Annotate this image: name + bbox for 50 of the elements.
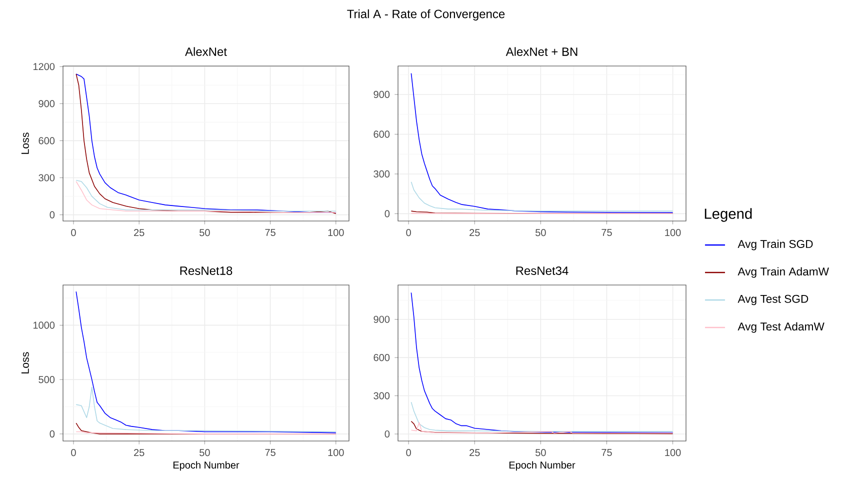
y-tick-label: 900 [38, 100, 55, 108]
y-tick-label: 900 [374, 316, 390, 323]
x-axis-title: Epoch Number [173, 461, 240, 471]
x-tick-label: 0 [406, 229, 411, 236]
y-tick-label: 600 [38, 137, 55, 144]
legend-title: Legend [704, 208, 752, 222]
x-tick-label: 100 [665, 229, 681, 236]
x-tick-label: 25 [134, 229, 144, 236]
x-tick-label: 50 [200, 449, 210, 456]
text: Trial A - Rate of Convergence [347, 9, 505, 21]
x-tick-label: 100 [328, 229, 344, 236]
y-tick-label: 1200 [33, 63, 55, 70]
y-tick-label: 300 [38, 174, 55, 182]
chart-title: AlexNet [185, 47, 227, 56]
chart-title: ResNet18 [180, 266, 232, 275]
legend-label: Avg Train SGD [738, 240, 813, 250]
y-tick-label: 0 [50, 430, 55, 438]
y-axis-title: Loss [21, 352, 29, 374]
x-tick-label: 100 [665, 449, 681, 456]
x-tick-label: 50 [536, 449, 546, 456]
y-axis-title: Loss [21, 132, 29, 154]
x-tick-label: 0 [406, 449, 411, 456]
x-tick-label: 25 [470, 229, 480, 236]
y-tick-label: 0 [50, 211, 55, 218]
y-tick-label: 300 [374, 170, 390, 178]
x-tick-label: 75 [265, 449, 276, 456]
x-tick-label: 75 [602, 229, 612, 236]
y-tick-label: 0 [384, 210, 390, 218]
x-tick-label: 25 [134, 449, 144, 456]
y-tick-label: 300 [374, 392, 390, 400]
x-tick-label: 50 [200, 229, 210, 236]
y-tick-label: 0 [384, 430, 390, 438]
x-tick-label: 100 [328, 449, 344, 456]
x-tick-label: 50 [536, 229, 546, 236]
x-tick-label: 25 [470, 449, 480, 456]
legend-label: Avg Train AdamW [738, 267, 829, 278]
legend-label: Avg Test AdamW [738, 322, 824, 333]
y-tick-label: 500 [38, 376, 55, 384]
y-tick-label: 900 [374, 90, 390, 98]
y-tick-label: 1000 [33, 322, 55, 329]
y-tick-label: 600 [374, 354, 390, 362]
y-tick-label: 600 [374, 130, 390, 138]
chart-title: AlexNet + BN [506, 47, 578, 56]
x-tick-label: 75 [602, 449, 612, 456]
x-tick-label: 75 [265, 229, 276, 236]
x-axis-title: Epoch Number [509, 461, 576, 471]
x-tick-label: 0 [71, 229, 76, 236]
x-tick-label: 0 [71, 449, 76, 456]
legend-label: Avg Test SGD [738, 294, 808, 306]
chart-title: ResNet34 [516, 266, 568, 275]
